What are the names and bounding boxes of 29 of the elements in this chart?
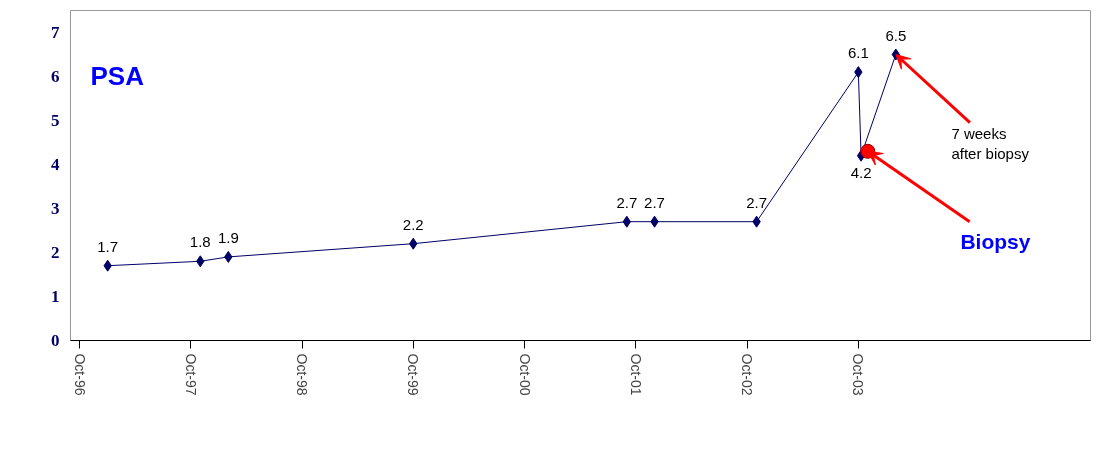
x-tick-label: Oct-96 [71, 353, 88, 396]
data-label: 6.1 [847, 44, 869, 62]
x-tick-label: Oct-97 [182, 353, 199, 396]
y-tick-label: 3 [51, 199, 60, 218]
data-label: 2.2 [402, 215, 424, 233]
x-tick-label: Oct-02 [739, 353, 756, 396]
y-tick-label: 7 [51, 23, 60, 42]
data-label: 4.2 [850, 163, 872, 181]
data-label: 2.7 [644, 193, 665, 211]
data-label: 1.8 [189, 233, 211, 251]
text: PSA [90, 60, 145, 91]
annotation: Biopsy [960, 229, 1031, 253]
data-label: 2.7 [746, 193, 768, 211]
x-tick-label: Oct-03 [850, 353, 867, 396]
x-tick-label: Oct-99 [405, 353, 422, 396]
data-label: 6.5 [885, 26, 907, 44]
data-label: 1.9 [217, 228, 239, 246]
y-tick-label: 4 [51, 155, 60, 174]
y-tick-label: 6 [51, 67, 60, 86]
y-tick-label: 1 [51, 287, 60, 306]
y-tick-label: 5 [51, 111, 60, 130]
data-label: 2.7 [616, 193, 638, 211]
data-label: 1.7 [97, 237, 119, 255]
annotation: 7 weeks after biopsy [951, 124, 1030, 163]
x-tick-label: Oct-01 [627, 353, 644, 396]
y-tick-label: 0 [51, 331, 60, 350]
x-tick-label: Oct-98 [294, 353, 311, 396]
x-tick-label: Oct-00 [516, 353, 533, 396]
y-tick-label: 2 [51, 243, 60, 262]
